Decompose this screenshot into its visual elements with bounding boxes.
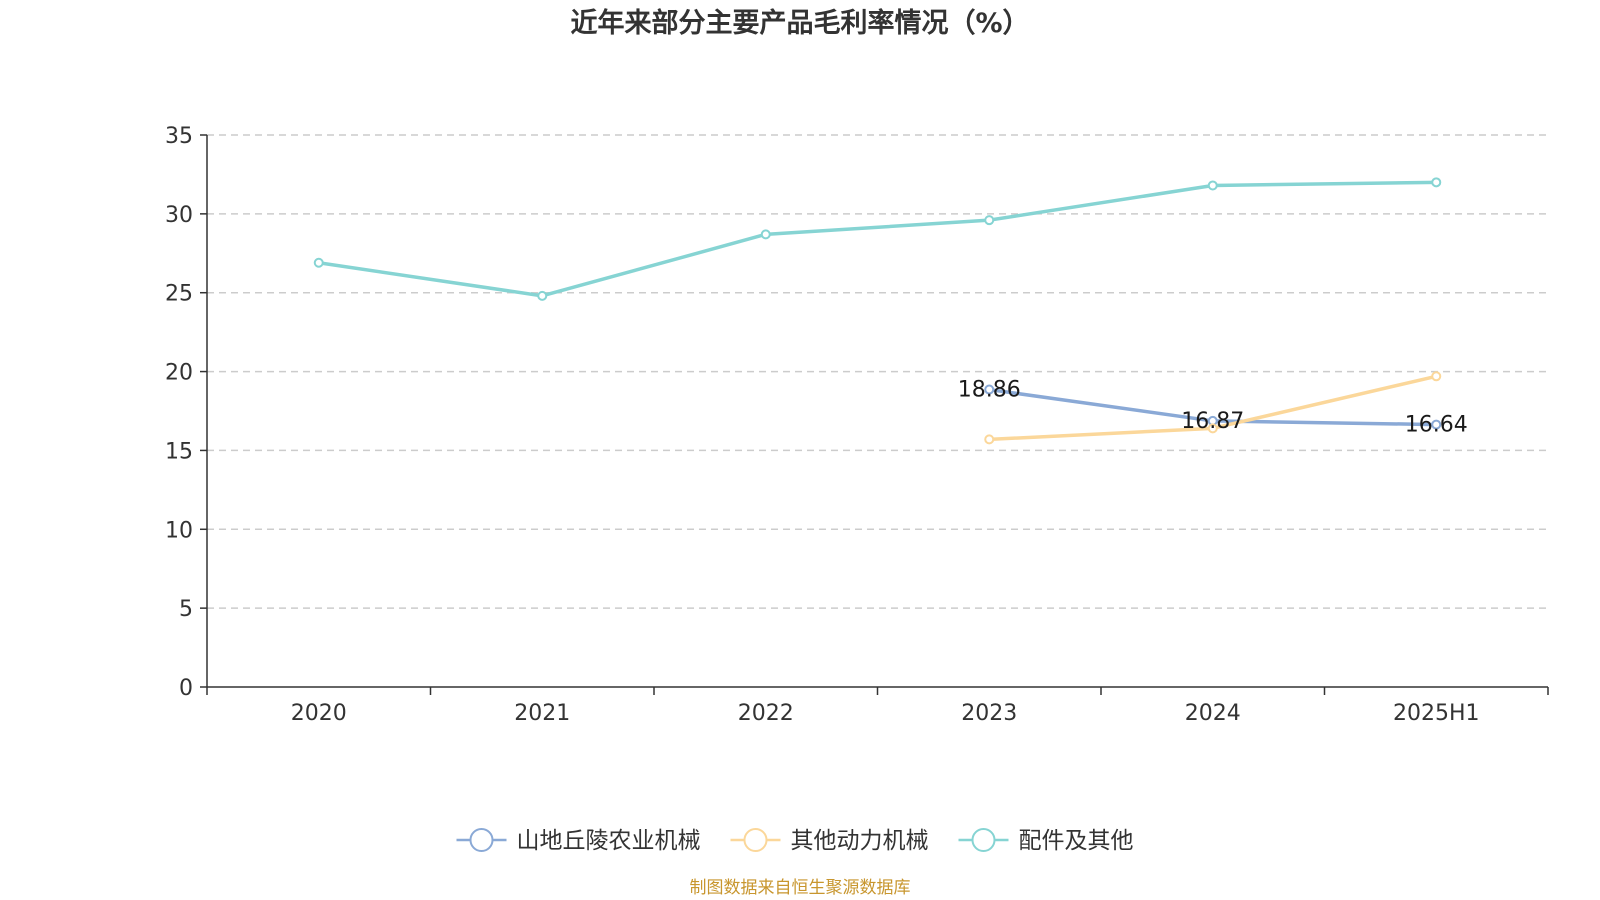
y-tick-label: 15 xyxy=(165,439,193,464)
legend-label: 配件及其他 xyxy=(1019,828,1134,854)
data-point xyxy=(537,290,548,301)
data-point xyxy=(984,215,995,226)
legend-label: 其他动力机械 xyxy=(791,828,929,854)
chart-title: 近年来部分主要产品毛利率情况（%） xyxy=(570,7,1029,39)
series-lines xyxy=(313,177,1442,445)
legend-marker-icon xyxy=(469,828,494,852)
data-point xyxy=(1207,180,1218,191)
x-tick-label: 2021 xyxy=(514,701,570,726)
y-tick-label: 25 xyxy=(165,282,193,307)
y-tick-label: 10 xyxy=(165,518,193,543)
x-tick-label: 2023 xyxy=(961,701,1017,726)
x-tick-label: 2025H1 xyxy=(1393,701,1480,726)
data-point xyxy=(984,384,995,395)
data-label: 16.87 xyxy=(1181,409,1244,434)
y-tick-label: 0 xyxy=(179,676,193,701)
data-point xyxy=(1431,419,1442,430)
data-point xyxy=(1431,177,1442,188)
data-labels: 18.86 16.87 16.64 xyxy=(958,378,1468,438)
data-point xyxy=(984,434,995,445)
y-tick-label: 30 xyxy=(165,203,193,228)
x-tick-label: 2024 xyxy=(1185,701,1241,726)
legend-marker-icon xyxy=(743,828,768,852)
source-note: 制图数据来自恒生聚源数据库 xyxy=(690,878,911,898)
data-point xyxy=(760,229,771,240)
grid-lines xyxy=(207,134,1548,609)
axes: 0 5 10 15 20 25 30 35 2020 2021 2022 2023 2024 2025H1 xyxy=(165,124,1549,726)
legend[interactable]: 山地丘陵农业机械 其他动力机械 配件及其他 xyxy=(456,828,1134,854)
series-line-2 xyxy=(318,180,1437,298)
data-label: 16.64 xyxy=(1405,413,1468,438)
y-tick-label: 20 xyxy=(165,361,193,386)
y-tick-label: 5 xyxy=(179,597,193,622)
y-tick-label: 35 xyxy=(165,124,193,149)
data-point xyxy=(1207,423,1218,434)
data-point xyxy=(1431,371,1442,382)
x-tick-label: 2022 xyxy=(738,701,794,726)
legend-marker-icon xyxy=(971,828,996,852)
data-point xyxy=(313,257,324,268)
x-tick-label: 2020 xyxy=(291,701,347,726)
data-label: 18.86 xyxy=(958,378,1021,403)
legend-label: 山地丘陵农业机械 xyxy=(517,828,701,854)
